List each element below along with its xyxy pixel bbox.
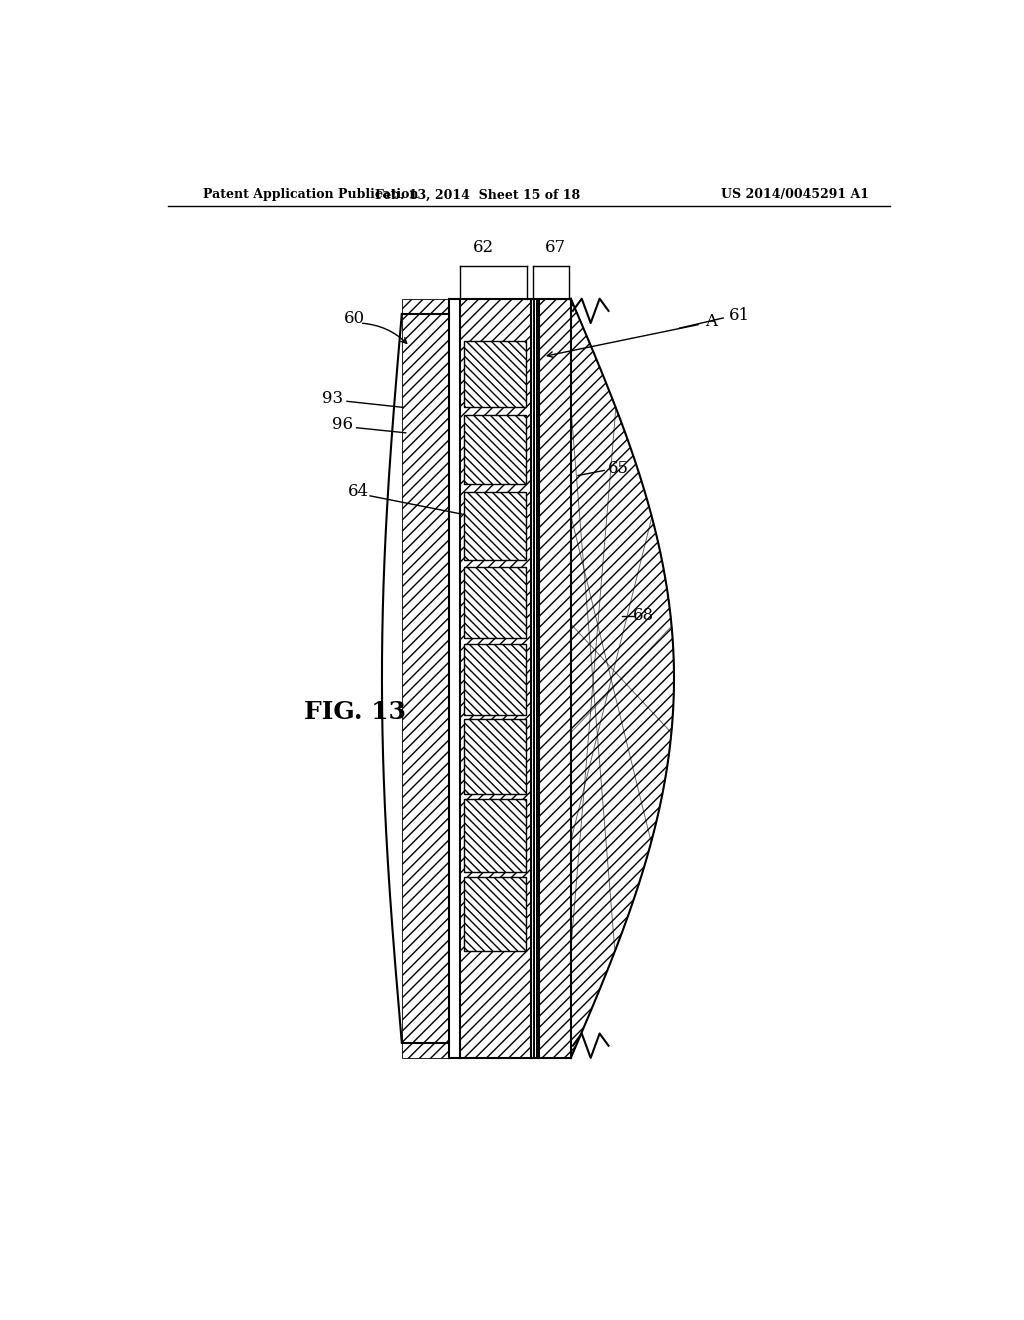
Text: 65: 65 [608, 459, 629, 477]
Bar [465, 342, 526, 408]
Text: 64: 64 [347, 483, 369, 500]
Bar [465, 568, 526, 638]
Bar [465, 799, 526, 873]
Text: A: A [706, 313, 717, 330]
Bar [465, 414, 526, 483]
Text: Patent Application Publication: Patent Application Publication [204, 189, 419, 202]
Bar [401, 298, 450, 1057]
Text: Feb. 13, 2014  Sheet 15 of 18: Feb. 13, 2014 Sheet 15 of 18 [375, 189, 580, 202]
Text: 62: 62 [473, 239, 495, 256]
Polygon shape [570, 298, 674, 1057]
Bar [539, 298, 570, 1057]
Bar [465, 719, 526, 793]
Text: 61: 61 [728, 308, 750, 325]
Text: US 2014/0045291 A1: US 2014/0045291 A1 [721, 189, 868, 202]
Bar [465, 342, 526, 408]
Bar [465, 414, 526, 483]
Text: 96: 96 [332, 416, 353, 433]
Bar [465, 492, 526, 560]
Bar [465, 719, 526, 793]
Bar [465, 876, 526, 952]
Text: 93: 93 [323, 389, 343, 407]
Bar [465, 492, 526, 560]
Bar [465, 568, 526, 638]
Text: 68: 68 [633, 607, 654, 624]
Text: 67: 67 [545, 239, 565, 256]
Text: FIG. 13: FIG. 13 [304, 701, 407, 725]
Bar [460, 298, 531, 1057]
Bar [465, 876, 526, 952]
Bar [465, 644, 526, 715]
Text: 60: 60 [344, 310, 365, 327]
Bar [465, 644, 526, 715]
Bar [465, 799, 526, 873]
